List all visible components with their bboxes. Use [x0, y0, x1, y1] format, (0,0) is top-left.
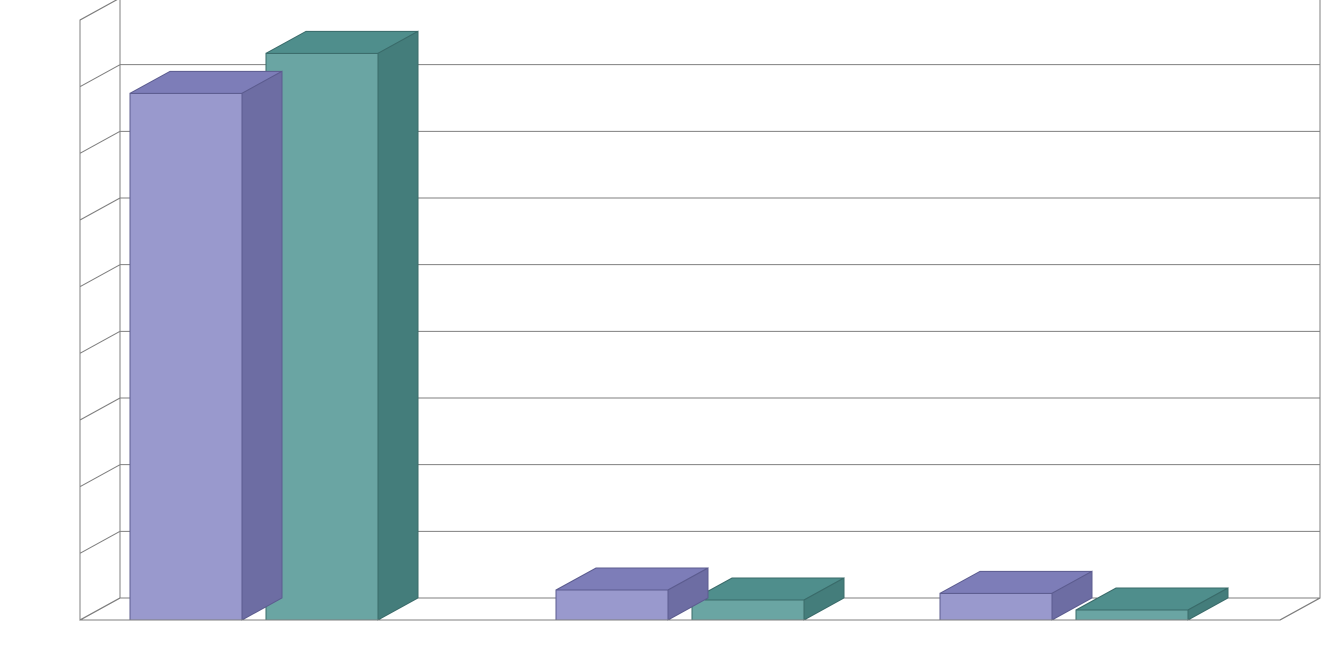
chart-sidewall: [80, 0, 120, 620]
bar-side: [242, 71, 282, 620]
bar-face: [556, 590, 668, 620]
bar-face: [266, 53, 378, 620]
chart-svg: [0, 0, 1327, 659]
bar-chart-3d: [0, 0, 1327, 659]
bar-side: [378, 31, 418, 620]
bar-face: [692, 600, 804, 620]
bar-face: [130, 93, 242, 620]
bar-face: [1076, 610, 1188, 620]
bar-face: [940, 593, 1052, 620]
